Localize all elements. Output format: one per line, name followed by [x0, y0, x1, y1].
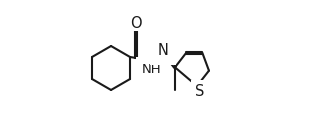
Text: S: S — [195, 84, 204, 99]
Text: NH: NH — [142, 63, 162, 76]
Text: O: O — [131, 16, 142, 31]
Text: N: N — [158, 43, 168, 58]
